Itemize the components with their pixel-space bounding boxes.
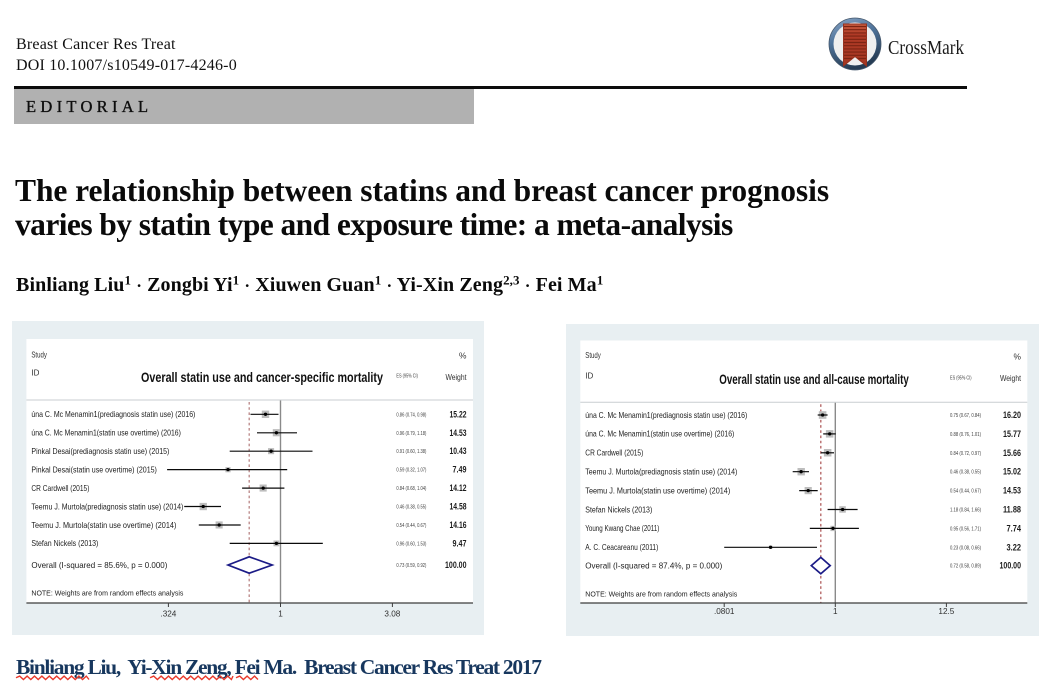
svg-text:Overall statin use and all-cau: Overall statin use and all-cause mortali… xyxy=(719,372,909,387)
svg-text:1: 1 xyxy=(278,610,283,619)
svg-text:14.58: 14.58 xyxy=(450,502,467,512)
svg-text:9.47: 9.47 xyxy=(453,538,467,548)
svg-text:15.77: 15.77 xyxy=(1003,429,1021,439)
svg-text:ID: ID xyxy=(585,372,593,381)
svg-text:Stefan Nickels (2013): Stefan Nickels (2013) xyxy=(585,504,652,514)
svg-text:12.5: 12.5 xyxy=(938,607,954,616)
svg-text:0.59 (0.32, 1.07): 0.59 (0.32, 1.07) xyxy=(396,468,426,474)
svg-text:1: 1 xyxy=(833,607,838,616)
svg-text:Teemu J. Murtola(statin use ov: Teemu J. Murtola(statin use overtime) (2… xyxy=(585,485,730,495)
svg-text:0.46 (0.38, 0.55): 0.46 (0.38, 0.55) xyxy=(950,470,981,476)
svg-text:ID: ID xyxy=(31,369,39,378)
svg-text:.0801: .0801 xyxy=(714,607,735,616)
svg-text:100.00: 100.00 xyxy=(445,560,467,570)
svg-text:Stefan Nickels (2013): Stefan Nickels (2013) xyxy=(31,538,98,548)
svg-text:7.74: 7.74 xyxy=(1007,523,1022,533)
svg-text:%: % xyxy=(459,351,467,361)
svg-text:NOTE: Weights are from random: NOTE: Weights are from random effects an… xyxy=(31,589,183,598)
svg-text:0.54 (0.44, 0.67): 0.54 (0.44, 0.67) xyxy=(950,489,981,495)
svg-text:NOTE: Weights are from random: NOTE: Weights are from random effects an… xyxy=(585,590,737,599)
svg-text:0.96 (0.60, 1.53): 0.96 (0.60, 1.53) xyxy=(396,541,426,547)
svg-text:100.00: 100.00 xyxy=(1000,561,1022,571)
svg-text:0.96 (0.79, 1.18): 0.96 (0.79, 1.18) xyxy=(396,431,426,437)
svg-text:CrossMark: CrossMark xyxy=(888,37,965,59)
svg-text:Teemu J. Murtola(prediagnosis: Teemu J. Murtola(prediagnosis statin use… xyxy=(585,467,737,477)
svg-text:7.49: 7.49 xyxy=(453,465,467,475)
svg-text:16.20: 16.20 xyxy=(1003,410,1021,420)
svg-text:úna C. Mc Menamin1(statin use: úna C. Mc Menamin1(statin use overtime) … xyxy=(31,428,181,438)
svg-text:Study: Study xyxy=(585,351,601,360)
svg-text:Overall statin use and cancer-: Overall statin use and cancer-specific m… xyxy=(141,370,383,385)
svg-text:15.22: 15.22 xyxy=(450,409,467,419)
svg-text:Weight: Weight xyxy=(446,372,468,382)
svg-text:ES (95% CI): ES (95% CI) xyxy=(396,374,418,380)
svg-text:0.23 (0.08, 0.66): 0.23 (0.08, 0.66) xyxy=(950,545,981,551)
svg-text:15.66: 15.66 xyxy=(1003,448,1021,458)
svg-text:ES (95% CI): ES (95% CI) xyxy=(950,376,972,382)
svg-text:Overall (I-squared = 87.4%, p: Overall (I-squared = 87.4%, p = 0.000) xyxy=(585,560,722,570)
svg-text:Pinkal Desai(prediagnosis stat: Pinkal Desai(prediagnosis statin use) (2… xyxy=(31,446,169,456)
svg-text:CR Cardwell (2015): CR Cardwell (2015) xyxy=(31,483,89,493)
svg-text:0.86 (0.74, 0.98): 0.86 (0.74, 0.98) xyxy=(396,412,426,418)
svg-text:0.75 (0.67, 0.84): 0.75 (0.67, 0.84) xyxy=(950,413,981,419)
svg-text:0.84 (0.68, 1.04): 0.84 (0.68, 1.04) xyxy=(396,486,426,492)
svg-text:CR Cardwell (2015): CR Cardwell (2015) xyxy=(585,448,643,458)
svg-text:14.12: 14.12 xyxy=(450,483,467,493)
svg-text:0.54 (0.44, 0.67): 0.54 (0.44, 0.67) xyxy=(396,523,426,529)
svg-text:úna C. Mc Menamin1(prediagnosi: úna C. Mc Menamin1(prediagnosis statin u… xyxy=(31,409,195,419)
svg-text:.324: .324 xyxy=(160,610,176,619)
svg-text:0.91 (0.60, 1.38): 0.91 (0.60, 1.38) xyxy=(396,449,426,455)
svg-text:%: % xyxy=(1014,352,1022,362)
svg-text:0.72 (0.58, 0.89): 0.72 (0.58, 0.89) xyxy=(950,564,981,570)
svg-text:3.22: 3.22 xyxy=(1007,542,1022,552)
svg-text:14.53: 14.53 xyxy=(1003,486,1021,496)
svg-text:Teemu J. Murtola(prediagnosis: Teemu J. Murtola(prediagnosis statin use… xyxy=(31,501,183,511)
svg-text:A. C. Ceacareanu (2011): A. C. Ceacareanu (2011) xyxy=(585,542,658,552)
svg-text:úna C. Mc Menamin1(prediagnosi: úna C. Mc Menamin1(prediagnosis statin u… xyxy=(585,410,747,420)
svg-text:0.73 (0.59, 0.92): 0.73 (0.59, 0.92) xyxy=(396,563,426,569)
svg-text:0.46 (0.38, 0.55): 0.46 (0.38, 0.55) xyxy=(396,505,426,511)
svg-text:0.95 (0.56, 1.71): 0.95 (0.56, 1.71) xyxy=(950,526,981,532)
svg-text:14.53: 14.53 xyxy=(450,428,467,438)
svg-text:Teemu J. Murtola(statin use ov: Teemu J. Murtola(statin use overtime) (2… xyxy=(31,520,176,530)
svg-text:Overall (I-squared = 85.6%, p: Overall (I-squared = 85.6%, p = 0.000) xyxy=(31,560,167,570)
svg-text:1.18 (0.84, 1.66): 1.18 (0.84, 1.66) xyxy=(950,508,981,514)
svg-text:Study: Study xyxy=(31,351,47,360)
svg-text:14.16: 14.16 xyxy=(450,520,467,530)
svg-text:10.43: 10.43 xyxy=(450,446,467,456)
svg-text:úna C. Mc Menamin1(statin use: úna C. Mc Menamin1(statin use overtime) … xyxy=(585,429,734,439)
svg-text:0.88 (0.76, 1.01): 0.88 (0.76, 1.01) xyxy=(950,432,981,438)
svg-text:Weight: Weight xyxy=(1000,373,1022,383)
svg-text:Young Kwang Chae (2011): Young Kwang Chae (2011) xyxy=(585,523,659,533)
svg-text:15.02: 15.02 xyxy=(1003,467,1021,477)
svg-text:Pinkal Desai(statin use overti: Pinkal Desai(statin use overtime) (2015) xyxy=(31,464,157,474)
svg-text:11.88: 11.88 xyxy=(1003,505,1021,515)
svg-text:3.08: 3.08 xyxy=(384,610,400,619)
svg-text:0.84 (0.72, 0.97): 0.84 (0.72, 0.97) xyxy=(950,451,981,457)
